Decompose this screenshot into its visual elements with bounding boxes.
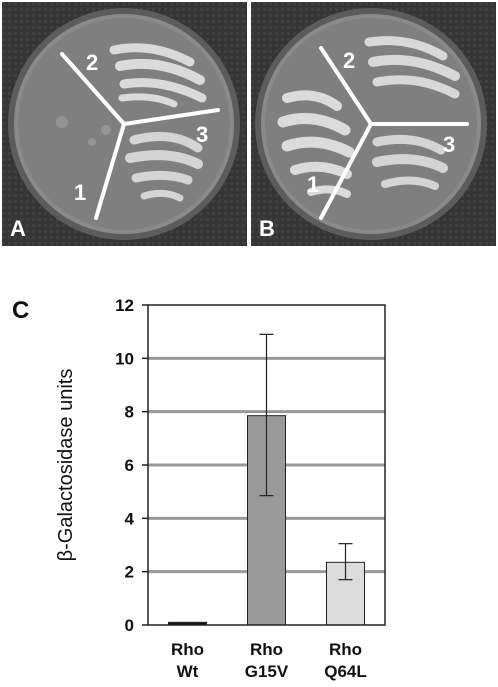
panel-a-sector-2-label: 2 bbox=[86, 50, 98, 75]
y-tick-label: 12 bbox=[115, 296, 134, 315]
x-axis-categories: Rho Wt Rho G15V Rho Q64L bbox=[171, 640, 367, 681]
panel-b-sector-3-label: 3 bbox=[443, 132, 455, 157]
category-label-line2: G15V bbox=[245, 662, 289, 681]
panel-b-letter: B bbox=[259, 216, 275, 241]
y-tick-label: 10 bbox=[115, 349, 134, 368]
y-tick-label: 2 bbox=[125, 563, 134, 582]
plate-a-drawing: 2 3 1 bbox=[2, 2, 247, 246]
y-axis-label: β-Galactosidase units bbox=[55, 369, 77, 562]
chart-bars bbox=[168, 415, 365, 626]
bar bbox=[247, 415, 286, 626]
panel-b-sector-2-label: 2 bbox=[343, 48, 355, 73]
plate-b-drawing: 2 3 1 bbox=[251, 2, 496, 246]
y-tick-label: 8 bbox=[125, 403, 134, 422]
category-label-line1: Rho bbox=[329, 640, 362, 659]
category-label-line2: Q64L bbox=[324, 662, 367, 681]
panel-b-sector-1-label: 1 bbox=[307, 172, 319, 197]
y-axis-ticks: 0 2 4 6 8 10 12 bbox=[115, 296, 148, 635]
panel-a-sector-1-label: 1 bbox=[74, 180, 86, 205]
plate-panel-a: 2 3 1 A bbox=[2, 2, 247, 246]
error-bars bbox=[259, 333, 353, 581]
panel-a-letter: A bbox=[10, 216, 26, 241]
plate-panel-b: 2 3 1 B bbox=[251, 2, 496, 246]
bar-chart: 0 2 4 6 8 10 12 Rho Wt Rho G15V Rho Q64L β-Galactos… bbox=[55, 296, 386, 681]
category-label-line1: Rho bbox=[250, 640, 283, 659]
y-tick-label: 6 bbox=[125, 456, 134, 475]
plot-frame bbox=[147, 304, 386, 626]
panel-c-letter: C bbox=[12, 297, 30, 324]
category-label-line1: Rho bbox=[171, 640, 204, 659]
y-tick-label: 0 bbox=[125, 616, 134, 635]
category-label-line2: Wt bbox=[177, 662, 199, 681]
panel-a-sector-3-label: 3 bbox=[196, 122, 208, 147]
y-tick-label: 4 bbox=[125, 509, 135, 528]
